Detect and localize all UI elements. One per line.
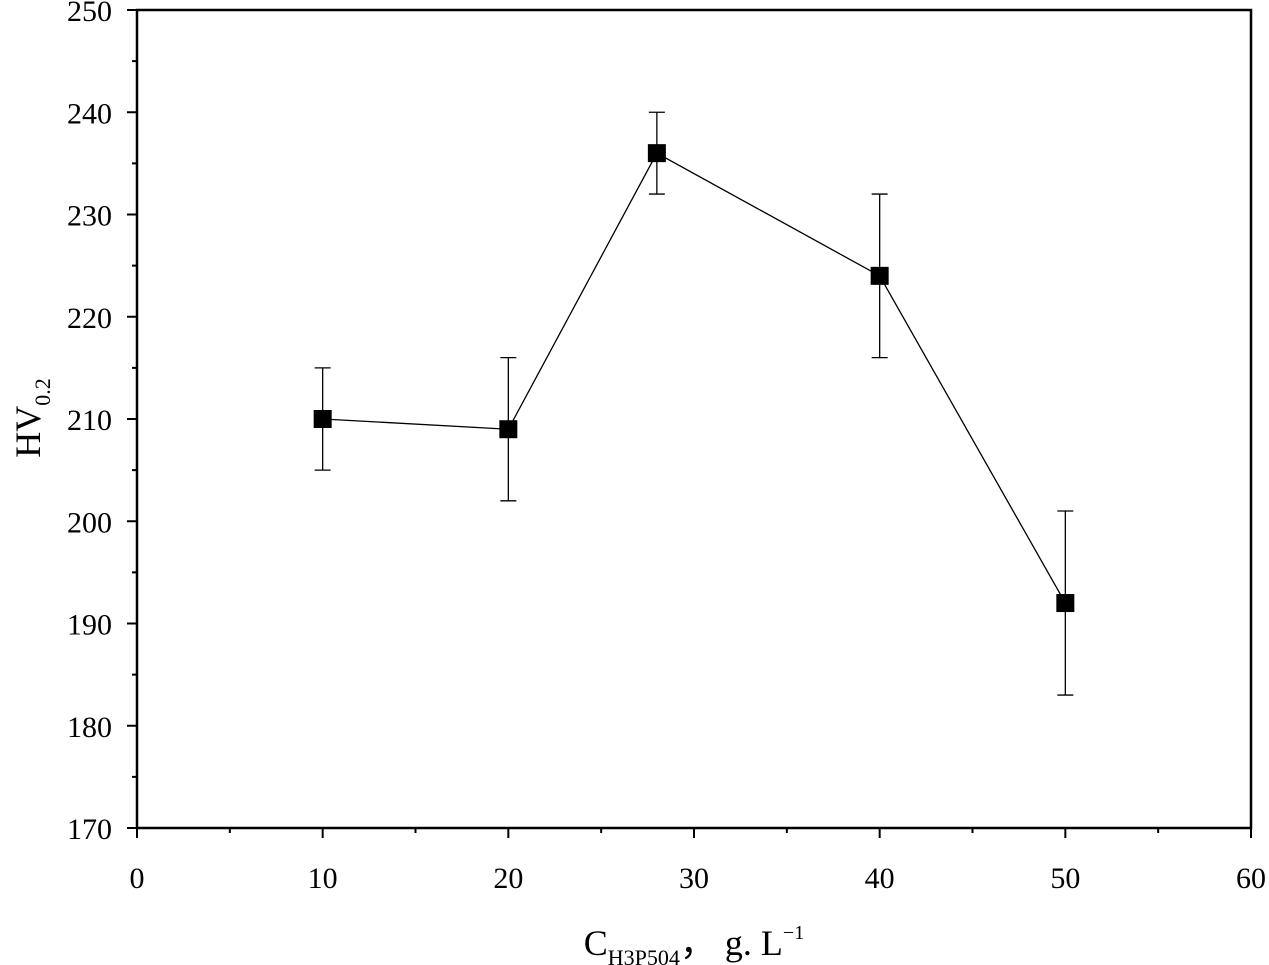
- y-tick-label: 210: [67, 404, 112, 437]
- data-point: [870, 266, 889, 285]
- x-tick-label: 20: [493, 862, 523, 895]
- axis-ticks: [127, 9, 1252, 838]
- series-line: [322, 152, 1066, 604]
- y-tick-label: 240: [67, 97, 112, 130]
- data-point: [499, 420, 518, 439]
- y-axis-title-main: HV: [8, 406, 48, 458]
- y-tick-label: 220: [67, 302, 112, 335]
- x-axis-title-subscript: H3P504: [608, 945, 680, 965]
- x-axis-title-superscript: −1: [783, 922, 804, 944]
- x-axis-title-unit: ， g. L: [680, 923, 783, 963]
- x-tick-label: 40: [865, 862, 895, 895]
- y-axis-title: HV0.2: [8, 378, 55, 458]
- y-tick-label: 250: [67, 0, 112, 28]
- y-tick-label: 230: [67, 200, 112, 233]
- x-tick-label: 30: [679, 862, 709, 895]
- data-series: [313, 111, 1075, 696]
- x-tick-label: 10: [308, 862, 338, 895]
- y-tick-label: 180: [67, 711, 112, 744]
- y-tick-label: 170: [67, 813, 112, 846]
- y-tick-label: 190: [67, 609, 112, 642]
- axis-tick-labels: 0 10 20 30 40 50 60 170 180 190 200 210 220 230 240 250: [67, 0, 1266, 895]
- x-axis-title-main: C: [584, 923, 608, 963]
- x-tick-label: 60: [1236, 862, 1266, 895]
- y-tick-label: 200: [67, 506, 112, 539]
- x-tick-label: 50: [1050, 862, 1080, 895]
- data-point: [313, 410, 332, 428]
- data-point: [1056, 594, 1075, 613]
- data-point: [647, 144, 666, 163]
- x-tick-label: 0: [130, 862, 145, 895]
- y-axis-title-subscript: 0.2: [30, 378, 55, 406]
- x-axis-title: CH3P504， g. L−1: [584, 922, 804, 965]
- plot-frame: [135, 8, 1253, 830]
